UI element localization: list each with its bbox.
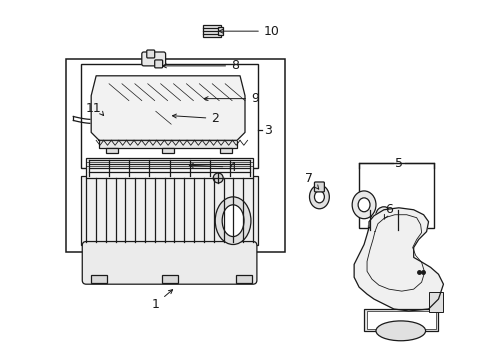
Text: 5: 5	[394, 157, 402, 170]
FancyBboxPatch shape	[314, 182, 324, 192]
Bar	[91, 275, 107, 283]
Bar	[427, 292, 443, 312]
Ellipse shape	[172, 92, 180, 104]
Text: 4: 4	[189, 161, 236, 174]
Bar	[162, 275, 177, 283]
Ellipse shape	[202, 92, 210, 104]
Text: 10: 10	[219, 24, 279, 38]
Text: 7: 7	[305, 171, 318, 189]
Text: 6: 6	[384, 203, 392, 219]
Bar	[86, 158, 252, 178]
Ellipse shape	[357, 198, 369, 212]
Bar	[66, 59, 284, 252]
Text: 8: 8	[162, 59, 239, 72]
Bar	[99, 140, 237, 148]
Bar	[358, 163, 433, 228]
Ellipse shape	[213, 173, 223, 183]
Bar	[81, 176, 257, 246]
Ellipse shape	[190, 92, 198, 104]
Text: 11: 11	[85, 102, 101, 115]
Bar	[170, 92, 200, 104]
FancyBboxPatch shape	[82, 242, 256, 284]
Bar	[162, 148, 173, 153]
Ellipse shape	[351, 191, 375, 219]
Ellipse shape	[375, 207, 391, 223]
Text: 2: 2	[172, 112, 219, 125]
Ellipse shape	[166, 92, 174, 104]
Bar	[203, 25, 221, 37]
Ellipse shape	[184, 92, 192, 104]
Ellipse shape	[215, 197, 250, 244]
Ellipse shape	[165, 92, 175, 104]
Ellipse shape	[375, 321, 425, 341]
Bar	[366, 311, 435, 329]
Ellipse shape	[222, 205, 244, 237]
Polygon shape	[91, 76, 244, 140]
FancyBboxPatch shape	[154, 60, 163, 68]
Text: 3: 3	[264, 124, 271, 137]
Ellipse shape	[178, 92, 186, 104]
Text: 1: 1	[151, 290, 172, 311]
Bar	[86, 162, 252, 166]
Ellipse shape	[194, 90, 206, 105]
Bar	[81, 64, 257, 168]
Bar	[220, 148, 232, 153]
Ellipse shape	[196, 92, 204, 104]
Ellipse shape	[309, 185, 328, 209]
Text: 9: 9	[204, 92, 258, 105]
Polygon shape	[353, 208, 443, 311]
Bar	[236, 275, 251, 283]
FancyBboxPatch shape	[146, 50, 154, 58]
Bar	[367, 225, 399, 235]
Bar	[364, 309, 438, 331]
Bar	[218, 27, 223, 35]
FancyBboxPatch shape	[142, 52, 165, 66]
Bar	[106, 148, 118, 153]
Ellipse shape	[314, 191, 324, 203]
